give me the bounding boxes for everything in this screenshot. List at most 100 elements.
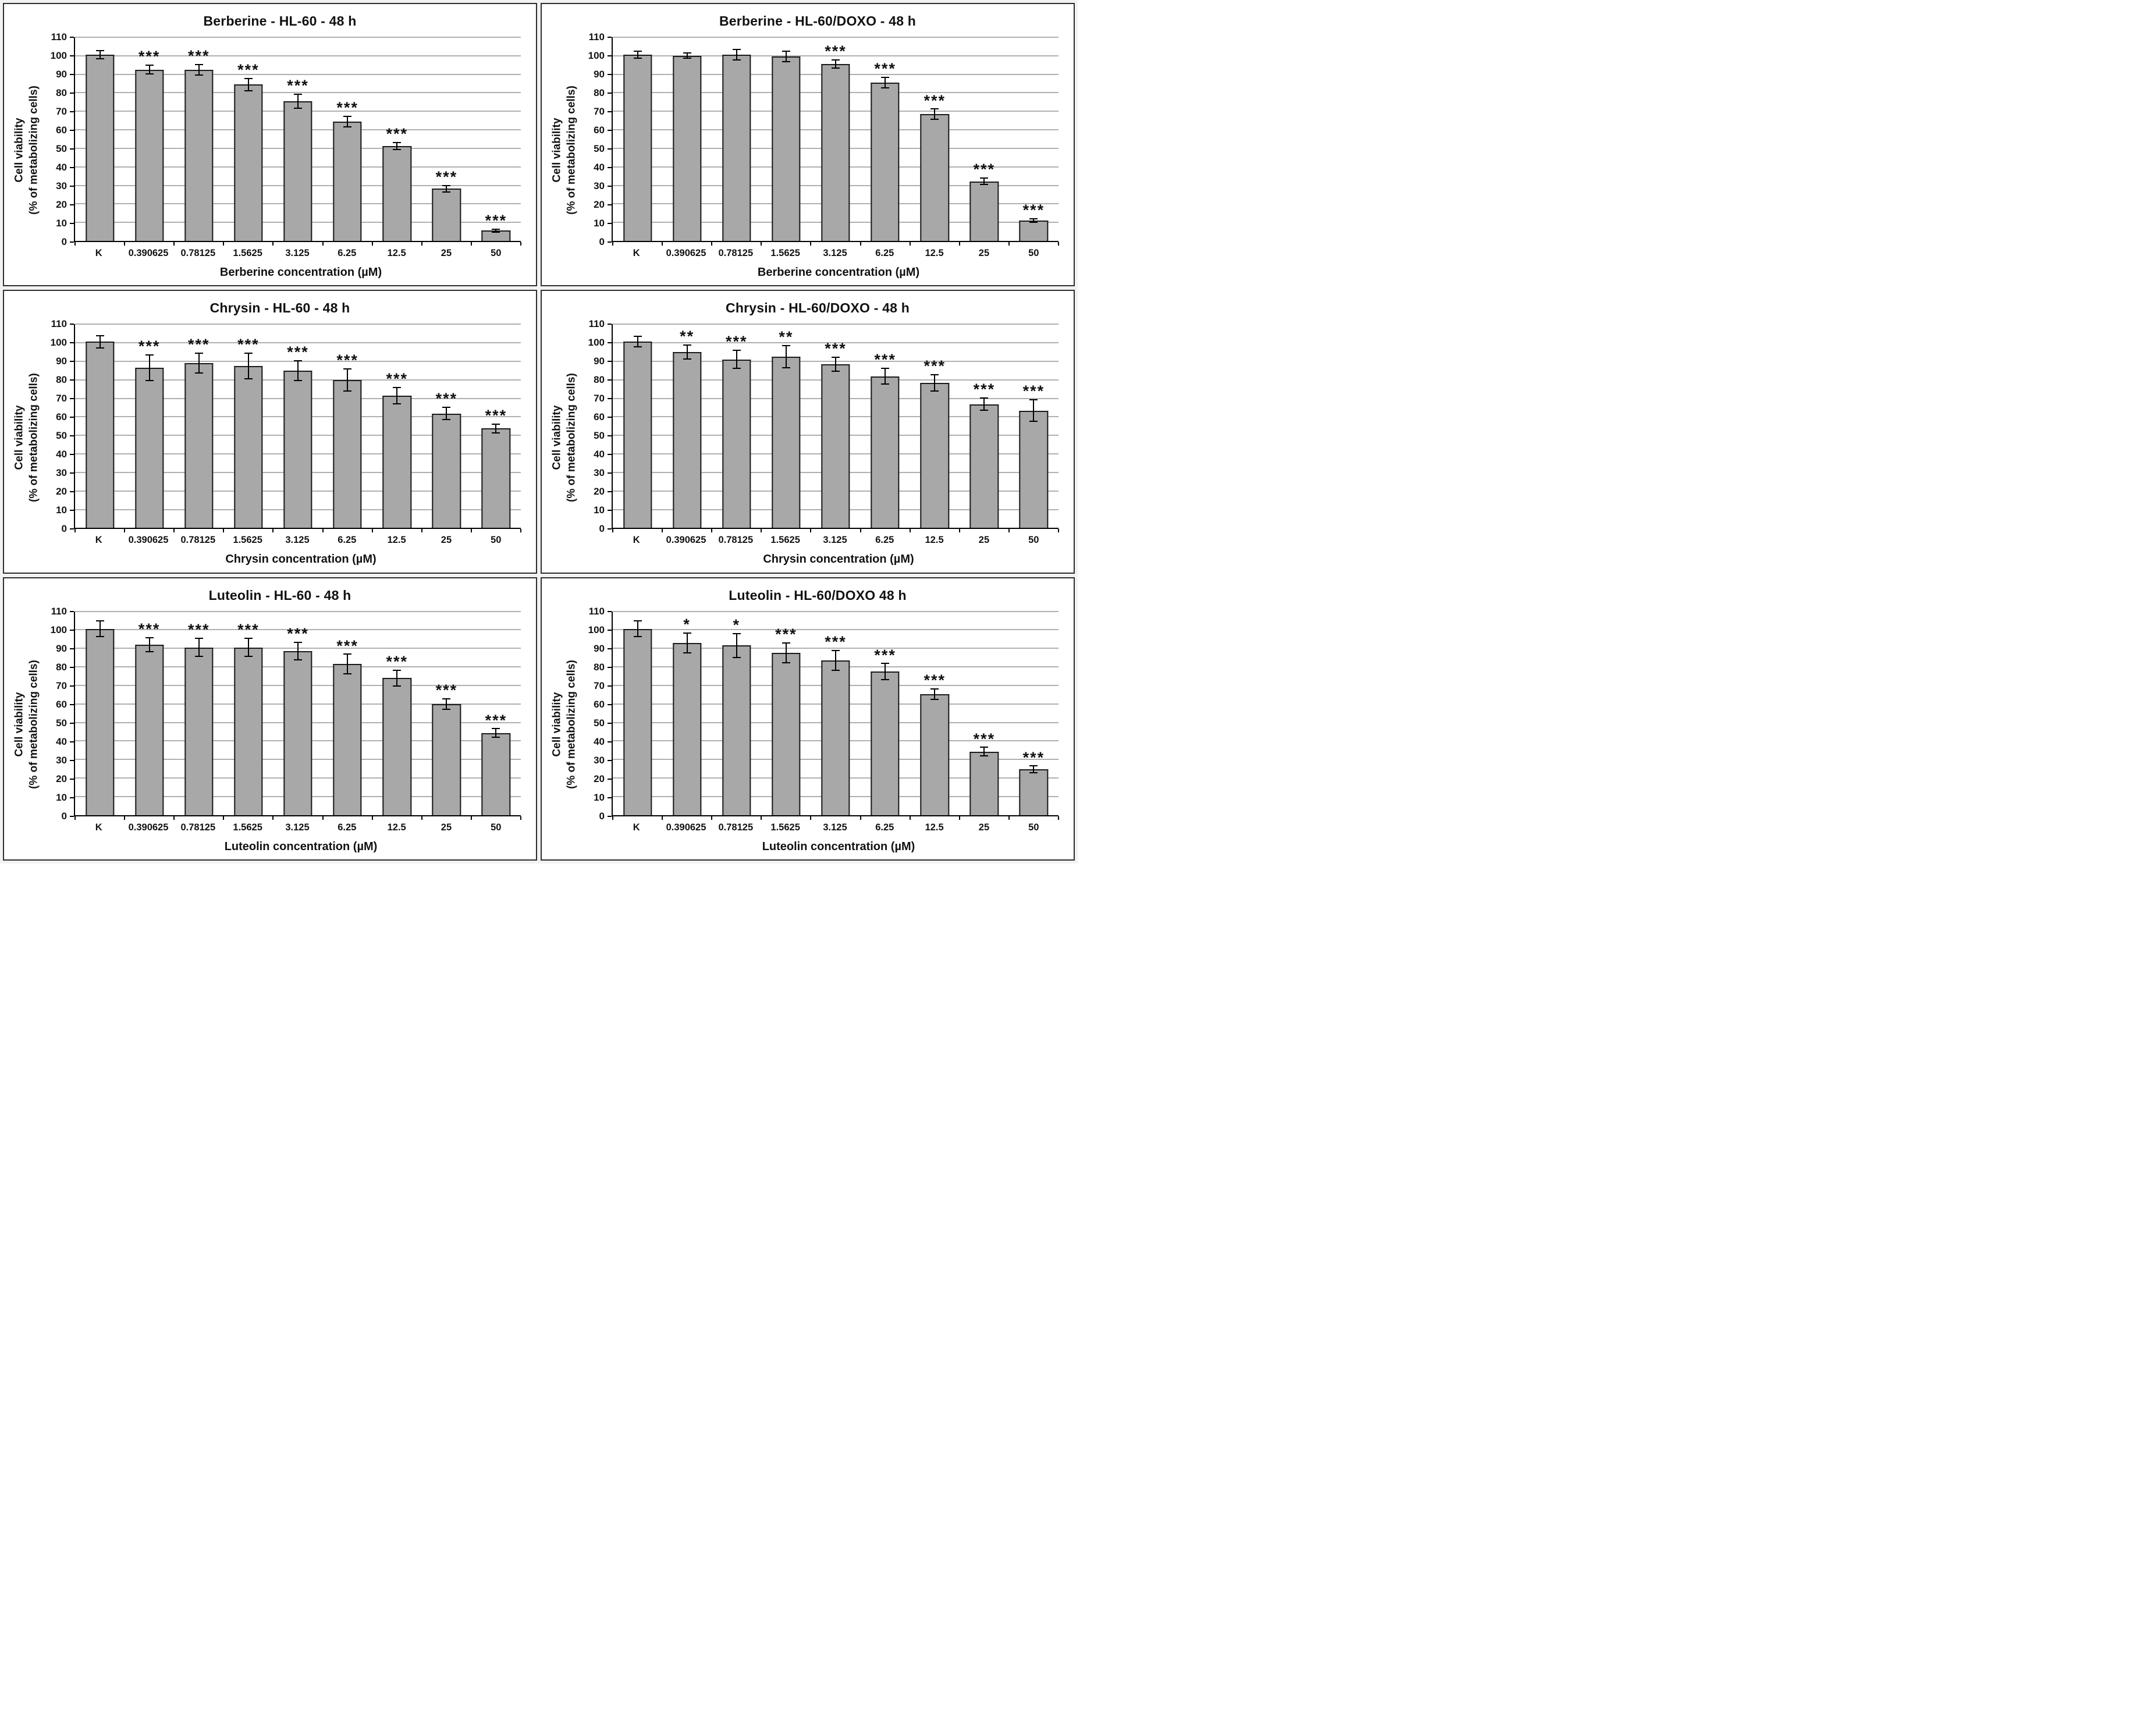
bar bbox=[1019, 769, 1049, 815]
x-tick-label: 12.5 bbox=[387, 535, 406, 546]
error-bar-cap-bottom bbox=[633, 346, 642, 348]
y-tick-mark bbox=[608, 685, 612, 687]
x-tick-mark bbox=[173, 529, 175, 533]
error-bar-cap-bottom bbox=[1029, 772, 1038, 774]
x-tick-mark bbox=[859, 816, 861, 820]
significance-stars: *** bbox=[874, 60, 896, 78]
error-bar-cap-bottom bbox=[244, 378, 253, 379]
gridline bbox=[75, 610, 521, 612]
error-bar-cap-top bbox=[930, 108, 939, 110]
error-bar-cap-top bbox=[343, 368, 352, 370]
error-bar bbox=[297, 94, 299, 108]
x-tick-mark bbox=[1008, 529, 1010, 533]
error-bar bbox=[934, 375, 936, 390]
y-tick-label: 10 bbox=[56, 218, 67, 229]
x-tick-mark bbox=[761, 816, 762, 820]
x-tick-label: 0.390625 bbox=[128, 535, 169, 546]
y-axis-gutter: 0 10 20 30 40 50 60 70 80 90 100 110 bbox=[45, 31, 74, 247]
y-tick-label: 100 bbox=[50, 337, 67, 349]
error-bar-cap-bottom bbox=[732, 656, 741, 658]
y-tick-label: 100 bbox=[588, 50, 605, 61]
x-tick-mark bbox=[124, 242, 126, 246]
x-tick-row: K 0.390625 0.78125 1.5625 3.125 6.25 12.5 25 50 bbox=[582, 535, 1059, 546]
error-bar bbox=[835, 60, 836, 68]
y-axis-gutter: 0 10 20 30 40 50 60 70 80 90 100 110 bbox=[45, 606, 74, 822]
y-tick-label: 20 bbox=[56, 486, 67, 498]
significance-stars: *** bbox=[973, 381, 996, 399]
bar bbox=[920, 694, 949, 815]
x-tick-label: K bbox=[633, 535, 640, 546]
y-tick-mark bbox=[70, 223, 74, 224]
bar bbox=[623, 628, 652, 815]
error-bar-cap-bottom bbox=[244, 656, 253, 658]
error-bar-cap-bottom bbox=[145, 651, 154, 653]
chart-title: Luteolin - HL-60 - 48 h bbox=[208, 587, 351, 603]
x-axis-label: Luteolin concentration (µM) bbox=[224, 840, 378, 853]
y-tick-mark bbox=[608, 74, 612, 75]
x-tick-label: 0.78125 bbox=[718, 535, 754, 546]
bar bbox=[382, 145, 411, 241]
error-bar-cap-bottom bbox=[881, 87, 890, 88]
bar bbox=[481, 428, 511, 528]
error-bar-cap-top bbox=[732, 49, 741, 50]
significance-stars: *** bbox=[435, 390, 458, 408]
significance-stars: *** bbox=[287, 76, 309, 94]
error-bar-cap-top bbox=[145, 637, 154, 638]
error-bar-cap-bottom bbox=[683, 652, 691, 653]
y-axis-label-line1: Cell viability bbox=[13, 405, 26, 470]
y-tick-label: 70 bbox=[594, 106, 605, 117]
x-tick-mark bbox=[173, 242, 175, 246]
y-tick-label: 30 bbox=[594, 180, 605, 191]
y-axis-gutter: 0 10 20 30 40 50 60 70 80 90 100 110 bbox=[582, 318, 612, 534]
significance-stars: *** bbox=[874, 646, 896, 664]
x-tick-mark bbox=[711, 529, 713, 533]
x-tick-label: 0.390625 bbox=[666, 248, 706, 258]
error-bar-cap-bottom bbox=[442, 191, 451, 193]
error-bar-cap-bottom bbox=[980, 755, 989, 757]
y-axis-label: Cell viability (% of metabolizing cells) bbox=[9, 324, 45, 570]
error-bar-cap-top bbox=[95, 620, 104, 621]
bar bbox=[283, 370, 312, 528]
gridline bbox=[613, 629, 1059, 631]
y-tick-label: 70 bbox=[594, 680, 605, 691]
x-tick-row: K 0.390625 0.78125 1.5625 3.125 6.25 12.5 25 50 bbox=[582, 822, 1059, 833]
x-tick-label: 0.78125 bbox=[718, 822, 754, 833]
x-tick-row: K 0.390625 0.78125 1.5625 3.125 6.25 12.5 25 50 bbox=[45, 822, 521, 833]
y-tick-mark bbox=[70, 510, 74, 511]
x-tick-label: 6.25 bbox=[875, 535, 894, 546]
error-bar bbox=[934, 109, 936, 119]
error-bar-cap-bottom bbox=[782, 367, 790, 368]
y-tick-label: 10 bbox=[594, 504, 605, 516]
x-tick-mark bbox=[958, 816, 960, 820]
x-tick-mark bbox=[371, 816, 373, 820]
error-bar-cap-bottom bbox=[343, 673, 352, 675]
y-tick-label: 70 bbox=[56, 106, 67, 117]
y-tick-label: 80 bbox=[594, 374, 605, 386]
y-tick-label: 110 bbox=[588, 318, 605, 330]
bar bbox=[969, 181, 999, 241]
chart-panel: Berberine - HL-60 - 48 h Cell viability (%… bbox=[3, 3, 537, 287]
significance-stars: *** bbox=[188, 47, 210, 65]
y-tick-label: 80 bbox=[56, 374, 67, 386]
x-tick-label: 0.78125 bbox=[180, 248, 216, 258]
error-bar bbox=[148, 66, 150, 73]
error-bar-cap-bottom bbox=[343, 390, 352, 392]
significance-stars: *** bbox=[924, 357, 946, 375]
y-axis-label-line2: (% of metabolizing cells) bbox=[27, 372, 40, 502]
y-tick-label: 10 bbox=[56, 791, 67, 803]
y-tick-mark bbox=[70, 148, 74, 150]
error-bar-cap-top bbox=[930, 374, 939, 375]
error-bar bbox=[495, 729, 497, 737]
bar bbox=[722, 359, 751, 528]
plot-area: *** *** *** *** *** *** *** *** bbox=[74, 324, 521, 533]
x-tick-label: 25 bbox=[441, 535, 452, 546]
y-axis-label-line1: Cell viability bbox=[13, 692, 26, 757]
error-bar-cap-top bbox=[881, 367, 890, 369]
error-bar-cap-top bbox=[442, 184, 451, 186]
gridline bbox=[613, 37, 1059, 38]
gridline bbox=[75, 342, 521, 344]
y-tick-label: 60 bbox=[56, 125, 67, 136]
significance-stars: *** bbox=[336, 99, 358, 117]
significance-stars: *** bbox=[336, 637, 358, 655]
error-bar-cap-bottom bbox=[95, 58, 104, 60]
